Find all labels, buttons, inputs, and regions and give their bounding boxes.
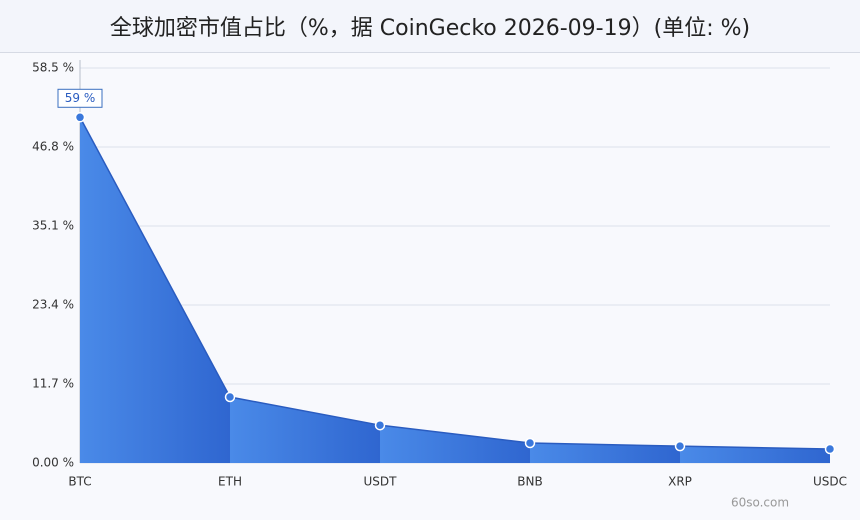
point	[224, 391, 236, 403]
watermark: 60so.com	[731, 496, 789, 510]
point	[824, 443, 836, 455]
y-tick-label: 11.7 %	[32, 377, 74, 391]
area-segment	[680, 446, 830, 463]
area-segment	[530, 443, 680, 463]
point	[674, 440, 686, 452]
area-line	[79, 116, 831, 450]
x-tick-label: XRP	[668, 475, 692, 489]
point	[374, 419, 386, 431]
area-segment	[80, 117, 230, 464]
y-tick-label: 58.5 %	[32, 61, 74, 75]
x-tick-label: ETH	[218, 475, 242, 489]
point	[74, 112, 86, 123]
title-bar	[0, 0, 860, 52]
x-tick-label: BNB	[517, 475, 542, 489]
point	[524, 437, 536, 449]
area-segment	[380, 425, 530, 463]
y-tick-label: 0.00 %	[32, 456, 74, 470]
x-tick-label: BTC	[68, 475, 91, 489]
chart-title: 全球加密市值占比（%，据 CoinGecko 2026-09-19）(单位: %…	[110, 16, 750, 41]
y-tick-label: 23.4 %	[32, 298, 74, 312]
annotation-box	[57, 88, 103, 108]
annotation: 59 %	[65, 91, 96, 105]
x-tick-label: USDC	[813, 475, 847, 489]
area-segment	[230, 397, 380, 463]
y-tick-label: 46.8 %	[32, 140, 74, 154]
y-tick-label: 35.1 %	[32, 219, 74, 233]
x-tick-label: USDT	[364, 475, 398, 489]
